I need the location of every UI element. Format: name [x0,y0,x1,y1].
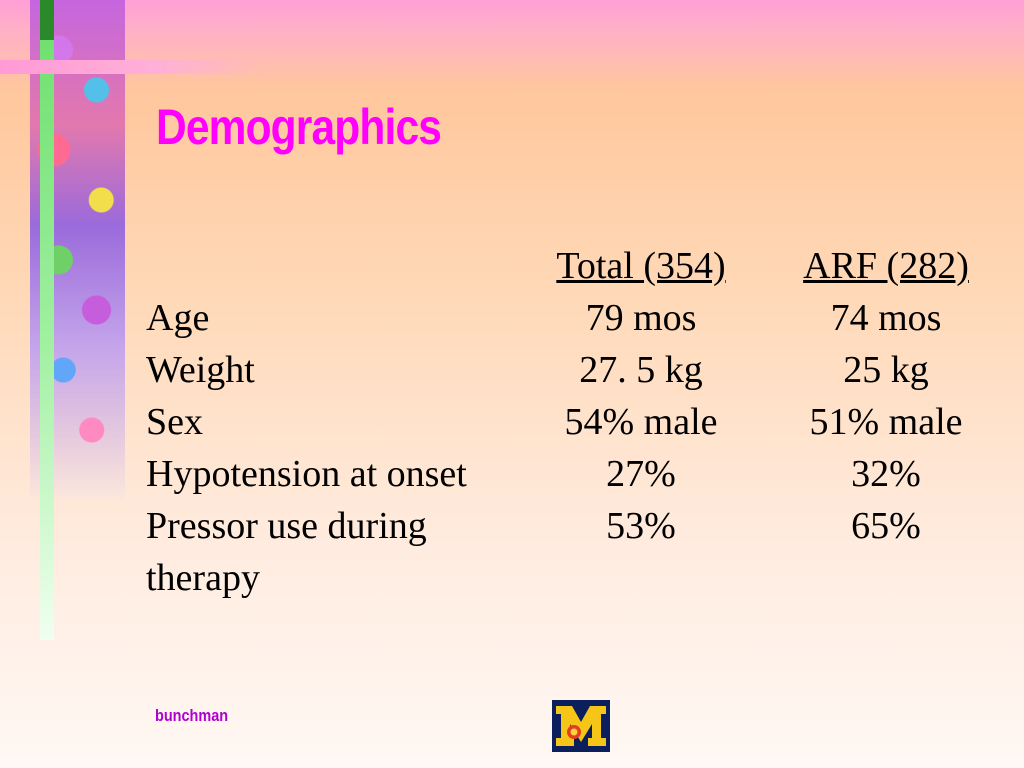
block-m-logo-icon [552,700,610,752]
row-label: Weight [146,349,255,391]
demographics-table: Total (354) ARF (282) Age 79 mos 74 mos … [140,240,1006,604]
horizontal-accent-bar [0,60,260,74]
row-label: Pressor use during therapy [146,505,427,599]
row-arf: 51% male [809,401,963,443]
header-total: Total (354) [516,240,766,292]
row-total: 79 mos [585,297,697,339]
row-total: 54% male [564,401,718,443]
vertical-accent-bar-top [40,0,54,40]
slide-title: Demographics [156,99,442,155]
row-label: Age [146,297,210,339]
row-total: 27% [606,453,676,495]
row-arf: 32% [851,453,921,495]
vertical-accent-bar [40,40,54,640]
row-label: Sex [146,401,203,443]
table-row: Sex 54% male 51% male [140,396,1006,448]
header-arf-label: ARF (282) [803,245,969,287]
row-arf: 25 kg [843,349,929,391]
header-empty [140,240,516,292]
row-total: 27. 5 kg [579,349,703,391]
header-arf: ARF (282) [766,240,1006,292]
row-arf: 65% [851,505,921,547]
footer-author: bunchman [155,706,229,725]
table-row: Pressor use during therapy 53% 65% [140,500,1006,604]
table-header-row: Total (354) ARF (282) [140,240,1006,292]
row-label: Hypotension at onset [146,453,467,495]
header-total-label: Total (354) [556,245,726,287]
table-row: Age 79 mos 74 mos [140,292,1006,344]
row-total: 53% [606,505,676,547]
row-arf: 74 mos [830,297,942,339]
table-row: Hypotension at onset 27% 32% [140,448,1006,500]
table-row: Weight 27. 5 kg 25 kg [140,344,1006,396]
